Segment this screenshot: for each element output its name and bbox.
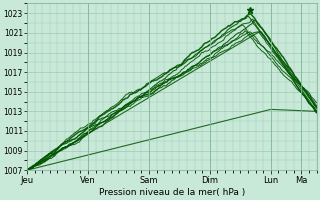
X-axis label: Pression niveau de la mer( hPa ): Pression niveau de la mer( hPa ) [99, 188, 245, 197]
